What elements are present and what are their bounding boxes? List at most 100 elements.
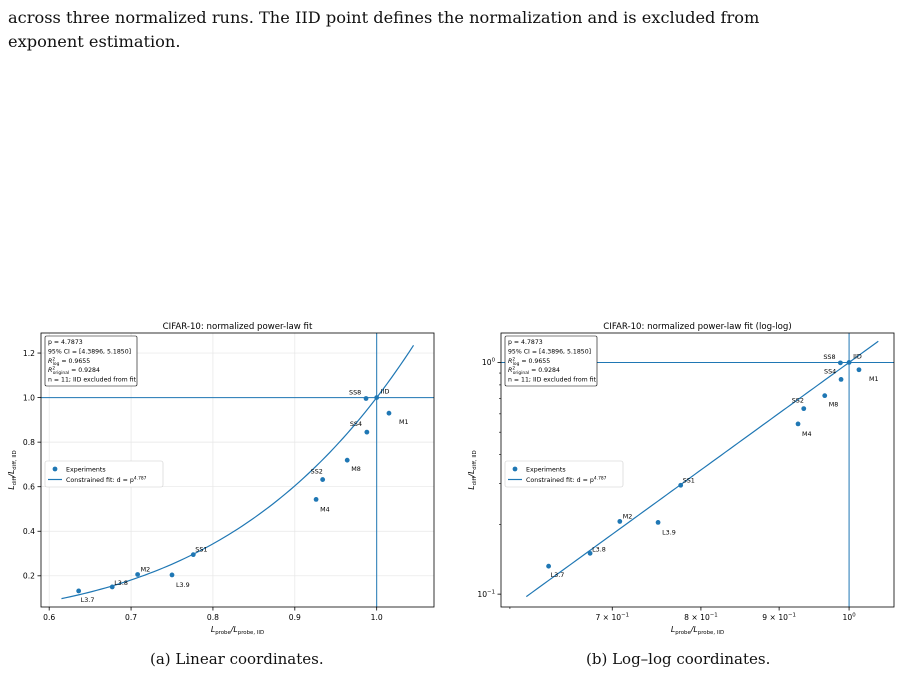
x-tick-label: 7 × 10−1 (595, 613, 629, 623)
stats-n: n = 11; IID excluded from fit (508, 377, 597, 384)
stats-r2-original: R2 original = 0.9284 (508, 366, 560, 377)
y-tick-label: 0.6 (23, 483, 35, 492)
point-label-ss1: SS1 (683, 476, 695, 484)
x-tick-label: 8 × 10−1 (684, 613, 718, 623)
legend-label-fit: Constrained fit: d = p4.787 (66, 475, 147, 484)
legend-box (44, 460, 164, 488)
stats-n: n = 11; IID excluded from fit (48, 377, 137, 384)
x-tick-label: 9 × 10−1 (762, 613, 796, 623)
x-axis-label: Lprobe/Lprobe, IID (211, 625, 264, 636)
x-tick-label: 100 (843, 613, 857, 623)
point-label-ss1: SS1 (195, 546, 207, 554)
linear-chart: CIFAR-10: normalized power-law fit L3.7 L3… (7, 322, 435, 636)
point-label-ss4: SS4 (350, 420, 362, 428)
point-label-m1: M1 (869, 375, 879, 383)
legend-label-points: Experiments (526, 466, 566, 473)
data-point-m1 (386, 410, 392, 416)
x-tick-label: 0.7 (125, 613, 137, 622)
point-label-ss8: SS8 (349, 388, 361, 396)
point-label-m1: M1 (399, 418, 409, 426)
x-tick-label: 0.6 (43, 613, 55, 622)
data-point-ss4 (838, 376, 844, 382)
point-label-l3-9: L3.9 (662, 528, 676, 536)
data-point-l3-7 (76, 588, 82, 594)
y-tick-label: 1.2 (23, 349, 35, 358)
data-point-m2 (135, 572, 141, 577)
data-point-iid (374, 395, 380, 401)
y-tick-label: 0.4 (23, 527, 35, 536)
legend-marker-points (52, 466, 58, 472)
stats-r2-log: R2 log = 0.9655 (508, 356, 550, 367)
point-label-l3-7: L3.7 (81, 596, 95, 604)
stats-ci: 95% CI = [4.3896, 5.1850] (48, 348, 131, 355)
data-point-m4 (313, 497, 319, 502)
intro-line-1: across three normalized runs. The IID po… (8, 8, 760, 27)
y-axis-label: Ldiff/Ldiff, IID (467, 450, 478, 489)
point-label-m4: M4 (320, 505, 330, 513)
y-tick-label: 100 (482, 358, 496, 368)
data-point-l3-9 (655, 519, 661, 525)
fit-curve (525, 340, 879, 598)
stats-ci: 95% CI = [4.3896, 5.1850] (508, 348, 591, 355)
x-tick-label: 0.9 (289, 613, 301, 622)
point-label-ss8: SS8 (823, 353, 835, 361)
caption-loglog: (b) Log–log coordinates. (586, 650, 771, 668)
y-tick-label: 0.8 (23, 438, 35, 447)
caption-linear: (a) Linear coordinates. (150, 650, 324, 668)
point-label-l3-7: L3.7 (551, 571, 565, 579)
point-label-l3-8: L3.8 (592, 545, 606, 553)
point-label-iid: IID (381, 388, 390, 396)
plot-area (41, 333, 434, 607)
y-tick-label: 10−1 (477, 589, 495, 599)
point-label-iid: IID (853, 352, 862, 360)
data-point-m8 (822, 393, 828, 399)
y-axis-label: Ldiff/Ldiff, IID (7, 450, 18, 489)
chart-title: CIFAR-10: normalized power-law fit (log-… (603, 322, 791, 332)
fit-curve (61, 345, 415, 600)
data-point-iid (846, 360, 852, 365)
data-point-m2 (617, 519, 623, 524)
data-point-ss8 (363, 396, 369, 401)
point-label-l3-9: L3.9 (176, 581, 190, 589)
point-label-ss2: SS2 (311, 468, 323, 476)
stats-exponent: p = 4.7873 (508, 339, 543, 346)
data-point-ss1 (678, 482, 684, 488)
data-point-ss1 (190, 552, 196, 558)
y-tick-label: 0.2 (23, 572, 35, 581)
point-label-m8: M8 (351, 465, 361, 473)
point-label-m2: M2 (623, 512, 633, 520)
data-point-l3-9 (169, 572, 175, 578)
data-point-ss2 (320, 477, 326, 482)
data-point-l3-7 (546, 563, 552, 569)
axes-frame (40, 332, 435, 608)
stats-r2-log: R2 log = 0.9655 (48, 356, 90, 367)
loglog-chart: CIFAR-10: normalized power-law fit (log-… (467, 322, 895, 636)
stats-box (44, 335, 138, 387)
data-point-ss4 (364, 429, 370, 435)
point-label-ss2: SS2 (792, 397, 804, 405)
data-point-m1 (856, 367, 862, 373)
point-label-l3-8: L3.8 (114, 579, 128, 587)
x-axis-label: Lprobe/Lprobe, IID (671, 625, 724, 636)
data-point-l3-8 (109, 584, 115, 590)
data-point-m8 (344, 457, 350, 463)
stats-r2-original: R2 original = 0.9284 (48, 366, 100, 377)
intro-paragraph: across three normalized runs. The IID po… (8, 6, 908, 54)
legend-marker-points (512, 466, 518, 472)
point-label-m2: M2 (141, 565, 151, 573)
stats-box (504, 335, 598, 387)
axes-frame (500, 332, 895, 608)
y-tick-label: 1.0 (23, 393, 35, 402)
chart-title: CIFAR-10: normalized power-law fit (163, 322, 313, 332)
legend-box (504, 460, 624, 488)
point-label-m4: M4 (802, 430, 812, 438)
data-point-ss8 (837, 360, 843, 366)
x-tick-label: 1.0 (371, 613, 383, 622)
data-point-ss2 (801, 406, 807, 412)
x-tick-label: 0.8 (207, 613, 219, 622)
stats-exponent: p = 4.7873 (48, 339, 83, 346)
point-label-m8: M8 (829, 401, 839, 409)
data-point-l3-8 (587, 550, 593, 556)
data-point-m4 (795, 421, 801, 427)
intro-line-2: exponent estimation. (8, 32, 181, 51)
